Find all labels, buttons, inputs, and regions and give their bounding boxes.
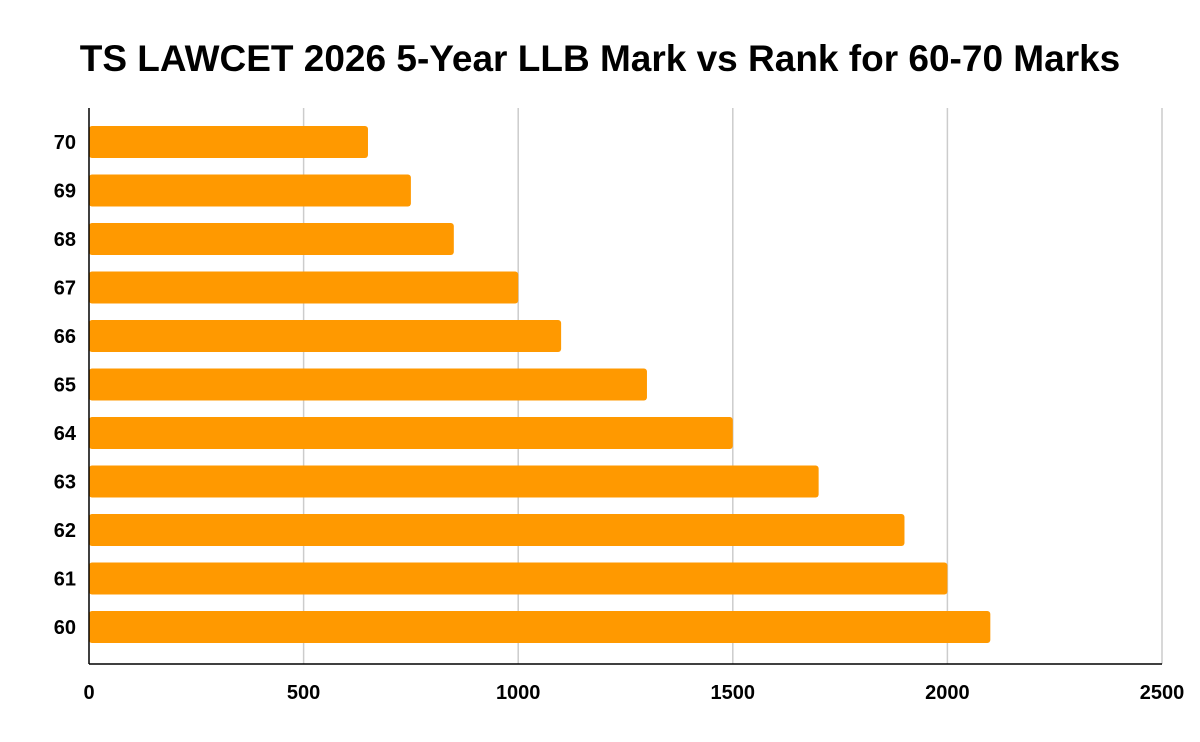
y-tick-label: 70 bbox=[54, 132, 76, 154]
y-tick-label: 62 bbox=[54, 520, 76, 542]
bar bbox=[89, 611, 991, 643]
bars bbox=[89, 126, 991, 643]
x-tick-label: 1000 bbox=[496, 682, 541, 704]
x-tick-label: 1500 bbox=[711, 682, 756, 704]
y-tick-label: 69 bbox=[54, 181, 76, 203]
y-tick-label: 64 bbox=[54, 423, 77, 445]
bar bbox=[89, 223, 454, 255]
y-tick-label: 68 bbox=[54, 229, 76, 251]
y-tick-label: 66 bbox=[54, 326, 76, 348]
bar bbox=[89, 562, 948, 595]
y-tick-labels: 70 69 68 67 66 65 64 63 62 61 60 bbox=[54, 132, 77, 639]
bar bbox=[89, 320, 562, 352]
x-tick-label: 2000 bbox=[925, 682, 970, 704]
axes bbox=[88, 108, 1162, 665]
y-tick-label: 65 bbox=[54, 375, 76, 397]
y-tick-label: 61 bbox=[54, 569, 76, 591]
y-tick-label: 63 bbox=[54, 472, 76, 494]
y-tick-label: 60 bbox=[54, 617, 76, 639]
x-tick-labels: 0 500 1000 1500 2000 2500 bbox=[83, 682, 1184, 704]
y-tick-label: 67 bbox=[54, 278, 76, 300]
bar bbox=[89, 271, 519, 304]
bar bbox=[89, 368, 647, 401]
bar bbox=[89, 174, 411, 207]
bar bbox=[89, 417, 733, 449]
x-tick-label: 0 bbox=[83, 682, 94, 704]
x-tick-label: 500 bbox=[287, 682, 320, 704]
bar bbox=[89, 126, 368, 158]
bar bbox=[89, 465, 819, 498]
bar bbox=[89, 514, 905, 546]
chart-title: TS LAWCET 2026 5-Year LLB Mark vs Rank f… bbox=[79, 38, 1121, 79]
x-tick-label: 2500 bbox=[1140, 682, 1185, 704]
